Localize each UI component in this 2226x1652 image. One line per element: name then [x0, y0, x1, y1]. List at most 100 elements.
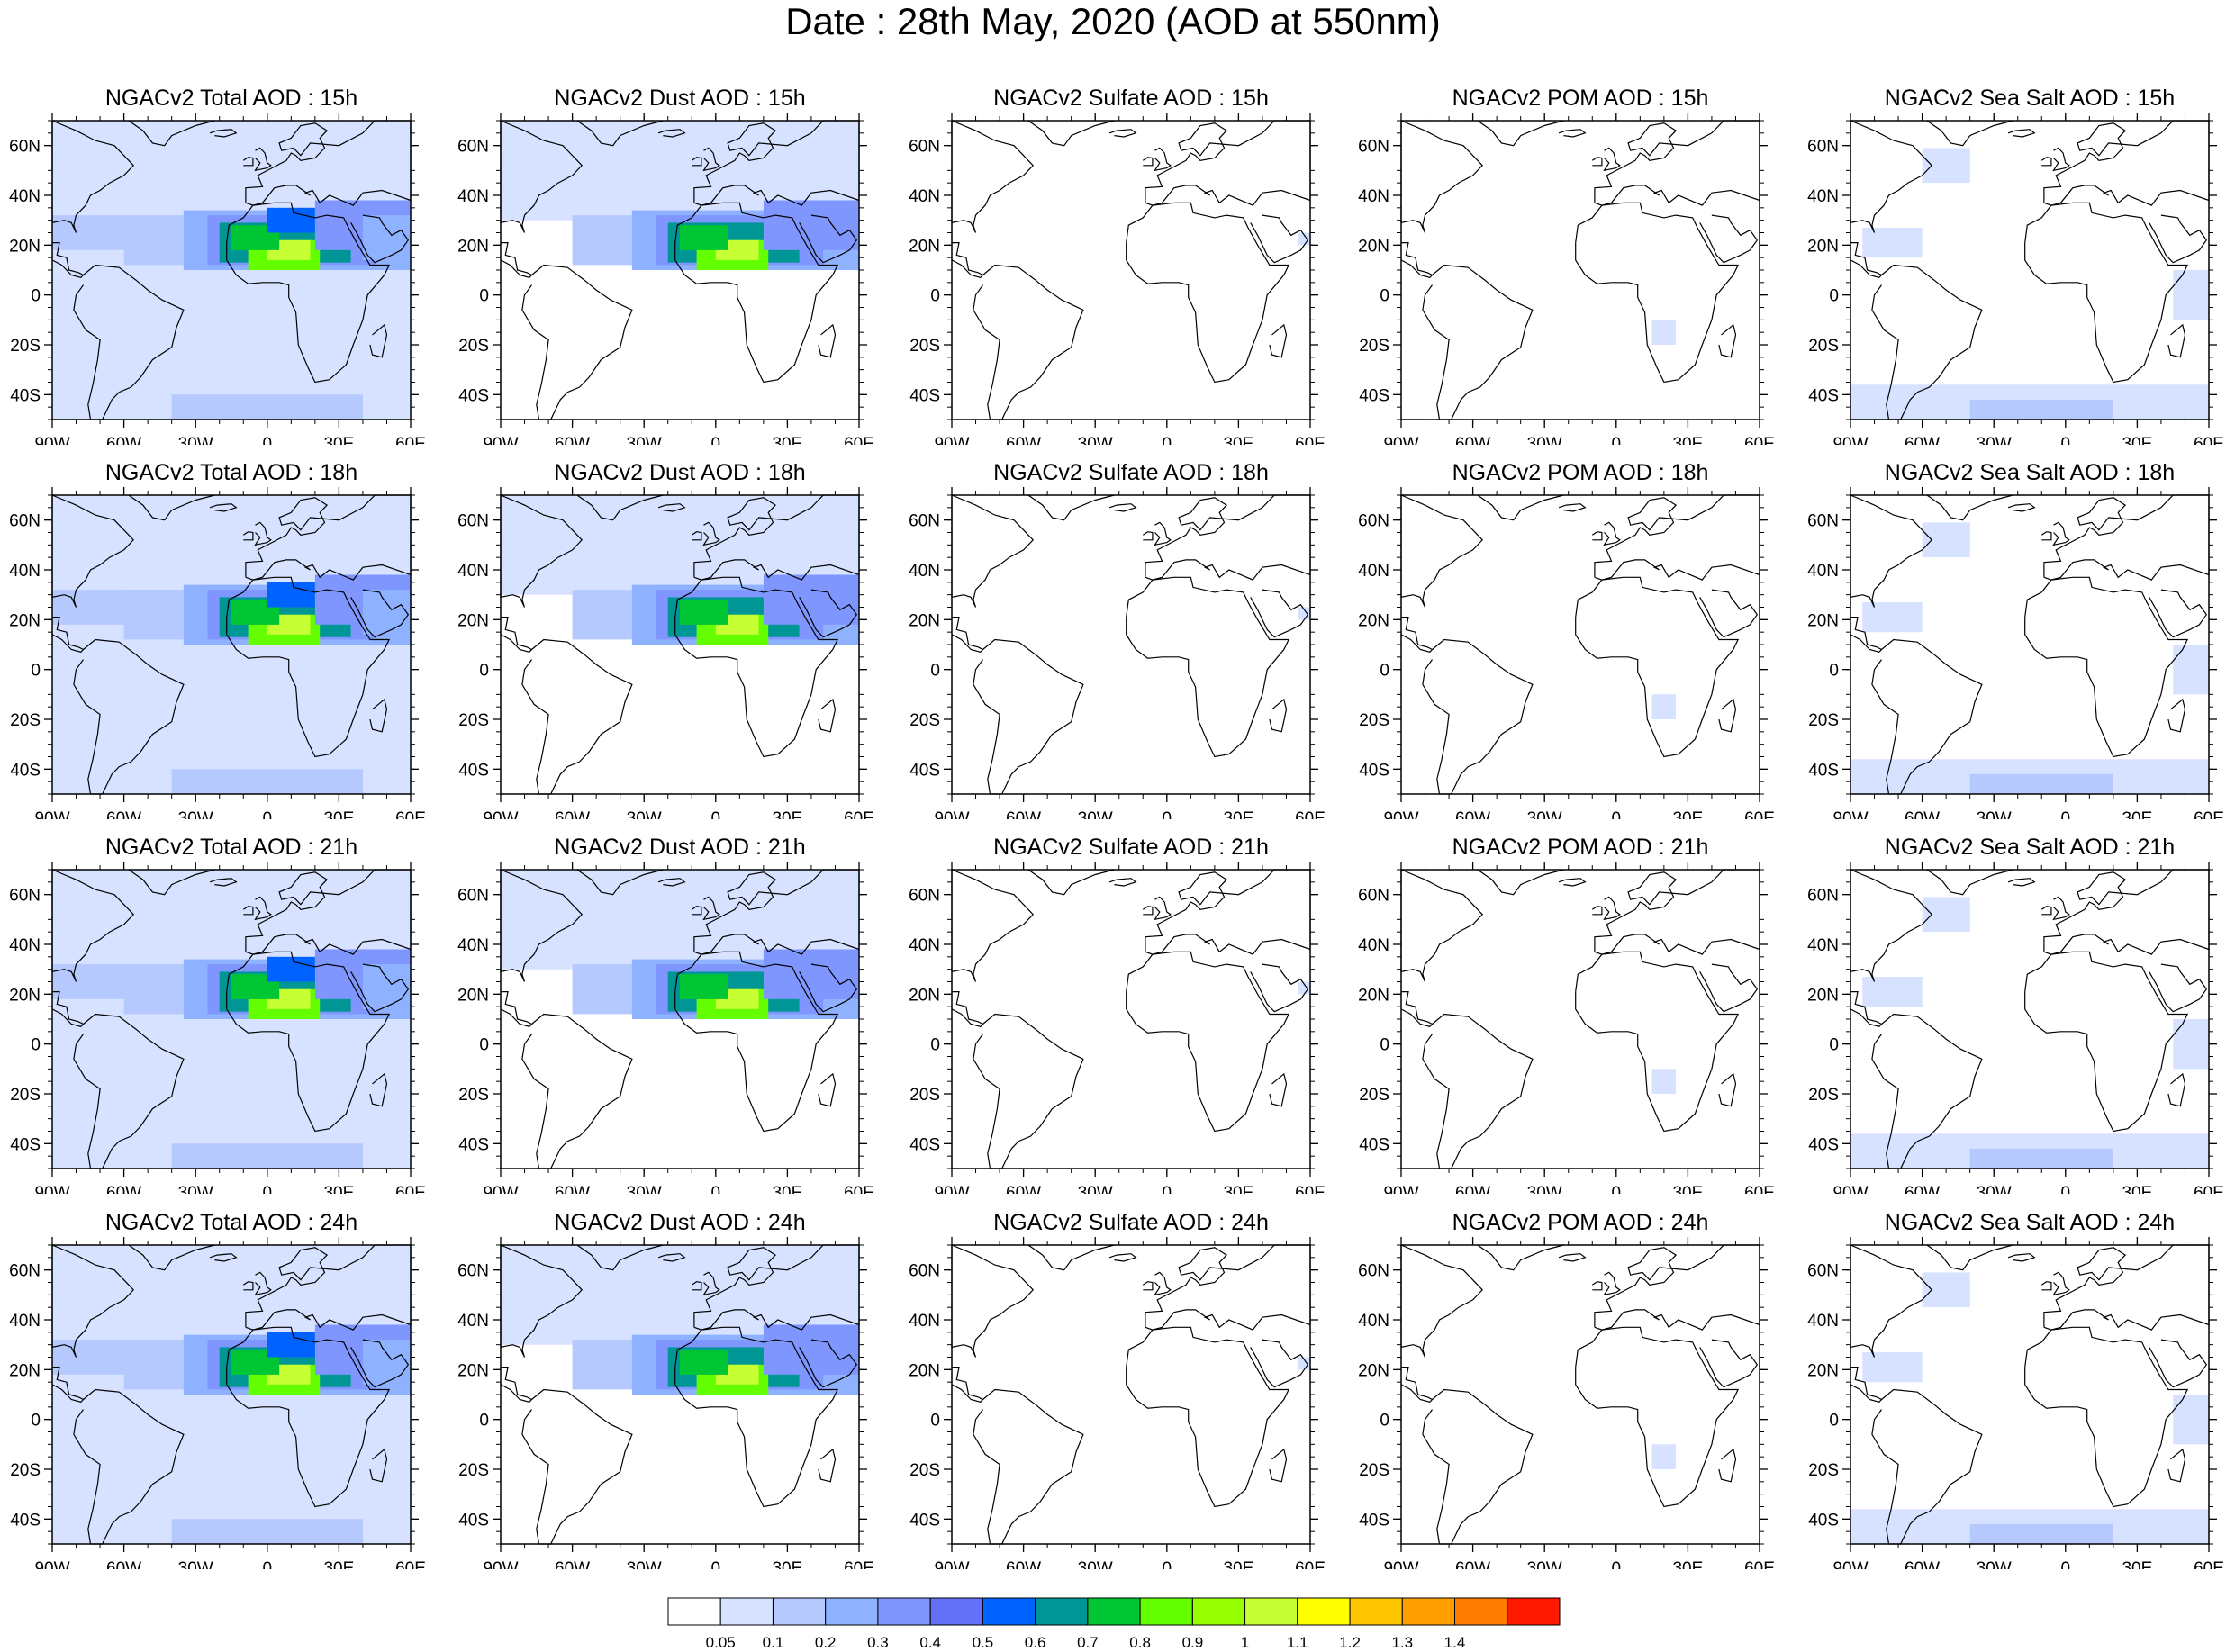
map-frame — [1850, 120, 2210, 420]
map-plot: 60N 40N 20N 0 20S 40S 90W 60W 30W 0 30E 60E — [909, 487, 1326, 819]
lon-label: 90W — [34, 1559, 69, 1569]
lon-label: 30E — [772, 435, 802, 445]
coastline — [1400, 869, 1484, 982]
coastline — [1027, 1244, 1115, 1271]
lat-label: 40S — [458, 761, 489, 780]
lon-label: 30W — [627, 809, 662, 819]
map-panel-sea-salt-row2: NGACv2 Sea Salt AOD : 18h 60N 40N 20N 0 20S 40… — [1798, 459, 2226, 819]
lon-label: 30E — [1223, 1559, 1253, 1569]
coastline — [1699, 1339, 1759, 1388]
coastline — [1575, 202, 1740, 384]
colorbar — [667, 1597, 1561, 1626]
coastline — [350, 589, 410, 638]
lon-label: 30E — [1672, 809, 1703, 819]
aod-cell — [1862, 977, 1923, 1007]
lon-label: 60W — [1905, 435, 1940, 445]
lon-label: 0 — [1612, 1184, 1622, 1194]
aod-cell — [1922, 522, 1970, 558]
lon-label: 30W — [1078, 809, 1113, 819]
coastline — [1269, 1072, 1288, 1107]
lat-label: 60N — [1807, 512, 1839, 531]
lat-label: 0 — [1829, 662, 1839, 681]
coastline — [1871, 1013, 1983, 1169]
aod-shading — [1651, 320, 1677, 345]
coastline — [1718, 698, 1737, 733]
map-panel-sea-salt-row1: NGACv2 Sea Salt AOD : 15h 60N 40N 20N 0 20S 40… — [1798, 85, 2226, 445]
lat-label: 40N — [1807, 562, 1839, 581]
coastlines — [951, 494, 1311, 795]
aod-cell — [1862, 228, 1923, 258]
lon-label: 30E — [1223, 809, 1253, 819]
panel-title: NGACv2 Sea Salt AOD : 18h — [1884, 460, 2176, 485]
coastline — [693, 494, 860, 581]
lat-label: 40S — [1808, 1135, 1839, 1154]
coastline — [1027, 494, 1115, 521]
coastline — [1154, 521, 1172, 546]
map-panel-pom-row1: NGACv2 POM AOD : 15h 60N 40N 20N 0 20S 40S 90W 6… — [1349, 85, 1799, 445]
coastline — [51, 120, 135, 233]
map-plot: 60N 40N 20N 0 20S 40S 90W 60W 30W 0 30E 60E — [457, 862, 874, 1194]
aod-cell — [171, 394, 363, 420]
coastline — [1591, 157, 1603, 167]
lat-label: 40N — [1807, 187, 1839, 206]
lon-label: 60W — [1455, 1184, 1490, 1194]
coastline — [1400, 120, 1484, 233]
lat-label: 60N — [1358, 138, 1389, 157]
coastline — [1422, 1013, 1534, 1169]
lon-label: 30E — [1223, 1184, 1253, 1194]
coastline — [1269, 1448, 1288, 1483]
coastline — [500, 869, 584, 982]
lon-label: 90W — [934, 1559, 969, 1569]
coastline — [1142, 531, 1154, 541]
lat-label: 20S — [10, 1461, 41, 1480]
coastline — [973, 1388, 1084, 1545]
coastline — [226, 576, 391, 758]
coastline — [576, 1244, 664, 1271]
aod-shading — [1850, 897, 2209, 1169]
colorbar-level-label: 0.1 — [762, 1634, 784, 1651]
coastline — [2167, 1448, 2186, 1483]
lon-label: 0 — [1163, 435, 1172, 445]
lon-label: 60E — [1744, 1184, 1775, 1194]
lat-label: 40N — [457, 187, 489, 206]
lat-label: 0 — [1380, 1412, 1389, 1431]
lon-label: 60W — [106, 809, 141, 819]
coastline — [2007, 1253, 2036, 1262]
lon-label: 90W — [1832, 809, 1868, 819]
lon-label: 30E — [323, 435, 354, 445]
lon-label: 0 — [1612, 809, 1622, 819]
lat-label: 0 — [930, 287, 940, 306]
aod-cell — [267, 956, 315, 982]
panel-title: NGACv2 POM AOD : 21h — [1452, 835, 1709, 860]
coastline — [1594, 120, 1760, 206]
coastline — [674, 1326, 839, 1508]
coastlines — [1400, 869, 1760, 1169]
panel-title: NGACv2 Sea Salt AOD : 21h — [1884, 835, 2176, 860]
coastline — [1871, 264, 1983, 420]
coastline — [1926, 494, 2013, 521]
coastline — [51, 242, 85, 278]
lon-label: 60E — [844, 1559, 874, 1569]
panel-title: NGACv2 Total AOD : 21h — [104, 835, 358, 860]
colorbar-box — [877, 1597, 931, 1626]
lon-label: 90W — [483, 1184, 518, 1194]
aod-cell — [171, 1143, 363, 1169]
lon-label: 30E — [1672, 1184, 1703, 1194]
colorbar-level-label: 0.9 — [1181, 1634, 1204, 1651]
lon-label: 0 — [711, 1559, 721, 1569]
aod-shading — [1651, 694, 1677, 719]
lat-label: 40N — [9, 1312, 41, 1331]
colorbar-level-label: 0.3 — [867, 1634, 889, 1651]
lat-label: 20S — [10, 337, 41, 356]
coastline — [2024, 202, 2189, 384]
coastline — [1250, 963, 1309, 1013]
map-frame — [1850, 1244, 2210, 1545]
map-plot: 60N 40N 20N 0 20S 40S 90W 60W 30W 0 30E 60E — [1807, 862, 2224, 1194]
coastlines — [500, 1244, 860, 1545]
coastline — [2149, 1339, 2208, 1388]
coastline — [973, 264, 1084, 420]
map-panel-dust-row2: NGACv2 Dust AOD : 18h 60N 40N 20N 0 20S 40S 90W… — [448, 459, 899, 819]
coastline — [1871, 1388, 1983, 1545]
aod-cell — [362, 215, 411, 260]
